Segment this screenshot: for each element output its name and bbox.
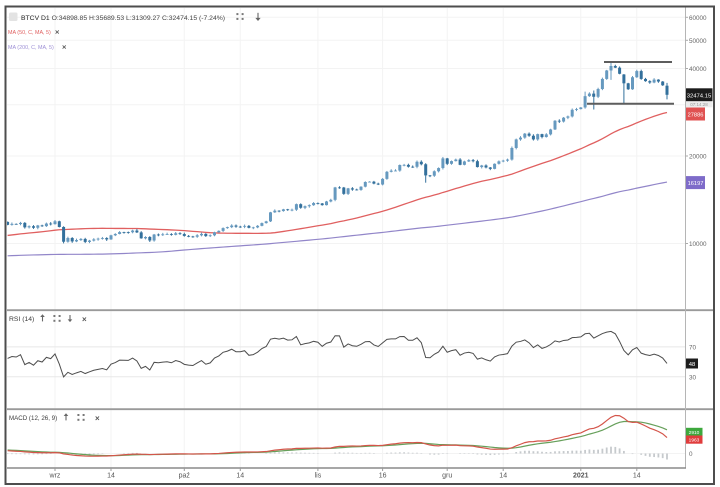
svg-text:0: 0 <box>689 451 693 458</box>
svg-text:16: 16 <box>379 473 387 480</box>
svg-text:×: × <box>62 43 67 52</box>
svg-text:32474.15: 32474.15 <box>687 93 712 99</box>
svg-text:14: 14 <box>499 473 507 480</box>
svg-text:×: × <box>95 414 100 423</box>
svg-text:BTCV D1 O:34898.85 H:35689.53: BTCV D1 O:34898.85 H:35689.53 L:31309.27… <box>21 15 225 22</box>
svg-text:2021: 2021 <box>573 473 589 480</box>
svg-text:gru: gru <box>442 473 452 480</box>
svg-text:paź: paź <box>179 473 191 480</box>
svg-text:1963: 1963 <box>689 438 700 444</box>
svg-text:MA (50, C, MA, 5): MA (50, C, MA, 5) <box>8 30 51 36</box>
svg-text:14: 14 <box>236 473 244 480</box>
svg-text:50000: 50000 <box>689 38 707 45</box>
svg-text:40000: 40000 <box>689 66 707 73</box>
svg-text:16197: 16197 <box>688 181 704 187</box>
svg-text:wrz: wrz <box>49 473 61 480</box>
svg-text:20000: 20000 <box>689 154 707 161</box>
svg-text:48: 48 <box>689 362 696 368</box>
svg-text:×: × <box>55 28 60 37</box>
svg-text:RSI (14): RSI (14) <box>9 316 34 323</box>
svg-text:60000: 60000 <box>689 15 707 22</box>
svg-text:MACD (12, 26, 9): MACD (12, 26, 9) <box>9 415 57 422</box>
svg-text:2910: 2910 <box>689 430 700 436</box>
svg-text:70: 70 <box>689 344 697 351</box>
svg-text:27886: 27886 <box>688 113 704 119</box>
svg-text:10000: 10000 <box>689 241 707 248</box>
svg-text:07:14:28: 07:14:28 <box>690 102 708 107</box>
svg-text:lis: lis <box>315 473 322 480</box>
svg-text:14: 14 <box>633 473 641 480</box>
svg-text:MA (200, C, MA, 5): MA (200, C, MA, 5) <box>8 45 54 51</box>
svg-text:30: 30 <box>689 374 697 381</box>
svg-text:14: 14 <box>107 473 115 480</box>
svg-text:×: × <box>82 315 87 324</box>
